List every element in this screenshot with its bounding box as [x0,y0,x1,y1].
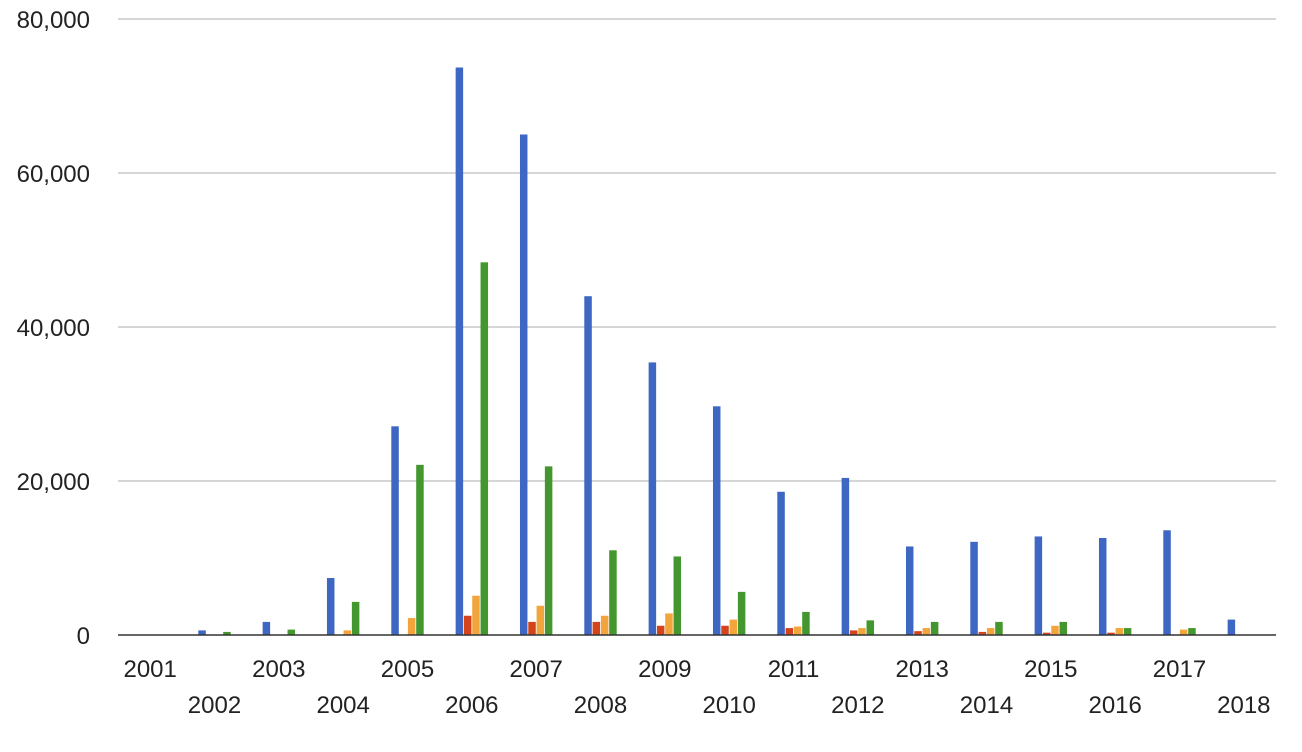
bar [858,628,866,635]
x-tick-label: 2004 [316,692,369,719]
bar [729,619,738,635]
bar [519,134,528,635]
bar [905,546,914,635]
bar [544,466,553,635]
y-tick-label: 40,000 [17,315,90,342]
bar [609,550,617,635]
bar [802,611,810,635]
bar [326,578,335,635]
x-tick-label: 2003 [252,656,305,683]
bars [198,67,1236,635]
bar [841,477,850,635]
x-tick-label: 2006 [445,692,498,719]
bar [656,625,665,635]
bar [198,630,206,635]
bar [793,626,802,635]
bar [978,631,987,635]
x-tick-label: 2015 [1024,656,1077,683]
bar [721,625,729,635]
x-tick-label: 2007 [509,656,562,683]
x-tick-label: 2012 [831,692,884,719]
gridlines [118,18,1276,482]
bar [262,621,271,635]
bar [866,620,875,635]
x-tick-label: 2018 [1217,692,1270,719]
bar [1059,621,1068,635]
bar [737,591,746,635]
x-tick-label: 2011 [768,656,820,683]
bar [1123,628,1132,635]
x-tick-label: 2014 [960,692,1013,719]
x-tick-label: 2002 [188,692,241,719]
bar [995,621,1003,635]
bar [472,595,480,635]
bar [536,605,545,635]
bar [849,630,858,635]
bar [343,630,352,635]
bar [407,618,416,635]
bar [785,628,794,635]
bar [1107,632,1115,635]
x-tick-label: 2016 [1088,692,1141,719]
y-axis-tick-labels: 0 20,000 40,000 60,000 80,000 [17,7,90,650]
bar [1115,628,1124,635]
bar [1034,536,1043,635]
bar [287,629,296,635]
bar [463,615,472,635]
bar [391,426,399,635]
y-tick-label: 60,000 [17,161,90,188]
bar [480,262,489,635]
x-axis-tick-labels: 2001 2002 2003 2004 2005 2006 2007 2008 2009 2010… [123,656,1270,719]
y-tick-label: 0 [77,623,90,650]
x-tick-label: 2009 [638,656,691,683]
bar [712,406,721,635]
x-tick-label: 2010 [702,692,755,719]
bar [922,628,931,635]
bar [1227,619,1236,635]
bar [648,362,657,635]
bar [1188,628,1196,635]
bar [986,628,995,635]
y-tick-label: 20,000 [17,469,90,496]
x-tick-label: 2008 [574,692,627,719]
bar [930,621,939,635]
bar [455,67,464,635]
bar [1098,537,1107,635]
bar [1051,625,1059,635]
bar [584,296,592,635]
bar [600,615,609,635]
bar [1042,632,1051,635]
bar [592,621,601,635]
bar [673,556,682,635]
bar [777,491,785,635]
bar [528,621,536,635]
bar [223,631,231,635]
bar [351,601,360,635]
x-tick-label: 2005 [381,656,434,683]
bar [970,541,978,635]
bar [1179,629,1188,635]
bar [416,464,424,635]
x-tick-label: 2013 [895,656,948,683]
x-tick-label: 2017 [1153,656,1206,683]
x-tick-label: 2001 [123,656,176,683]
bar [1163,530,1171,635]
bar [914,631,922,635]
y-tick-label: 80,000 [17,7,90,34]
bar [665,613,673,635]
